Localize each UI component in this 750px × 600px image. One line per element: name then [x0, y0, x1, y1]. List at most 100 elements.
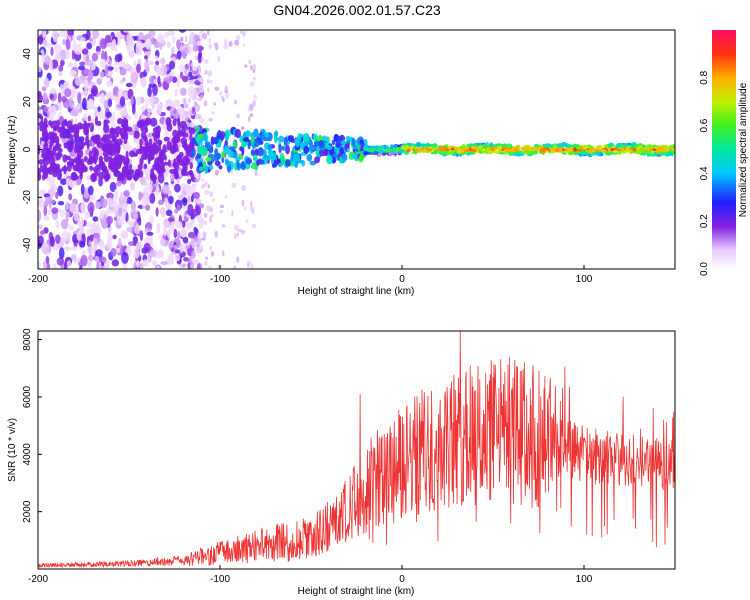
spectrogram-cell: [516, 152, 521, 155]
spectrogram-cell: [523, 146, 530, 151]
spectrogram-cell: [169, 168, 177, 174]
spectrogram-cell: [49, 186, 56, 198]
spectrogram-cell: [176, 75, 180, 88]
spectrogram-cell: [123, 190, 130, 197]
spectrogram-cell: [105, 64, 109, 76]
spectrogram-cell: [134, 224, 141, 235]
spectrogram-cell: [165, 209, 173, 217]
spectrogram-cell: [140, 180, 148, 186]
spectrogram-cell: [196, 198, 202, 204]
spectrogram-cell: [182, 141, 188, 149]
spectrogram-cell: [183, 213, 186, 217]
spectrogram-cell: [209, 191, 213, 198]
spectrogram-cell: [139, 157, 144, 166]
spectrogram-cell: [59, 84, 64, 94]
spectrogram-cell: [60, 59, 65, 67]
spectrogram-cell: [576, 148, 583, 152]
spectrogram-cell: [191, 250, 196, 259]
spectrogram-cell: [99, 210, 105, 220]
spectrogram-cell: [167, 217, 174, 222]
spectrogram-cell: [144, 33, 152, 40]
spectrogram-cell: [154, 157, 160, 168]
spectrogram-cell: [390, 148, 397, 152]
spectrogram-cell: [103, 99, 109, 110]
spectrogram-cell: [274, 130, 279, 138]
spectrogram-cell: [190, 263, 195, 269]
spectrogram-cell: [235, 156, 241, 163]
spectrogram-cell: [204, 190, 210, 195]
spectrogram-cell: [138, 216, 142, 226]
spectrogram-cell: [386, 147, 392, 151]
spectrogram-cell: [114, 141, 119, 147]
spectrogram-cell: [553, 144, 557, 150]
spectrogram-cell: [80, 254, 88, 267]
spectrogram-cell: [125, 82, 133, 88]
spectrogram-cell: [106, 111, 112, 118]
spectrogram-cell: [187, 178, 192, 185]
spectrogram-cell: [153, 41, 161, 49]
spectrogram-cell: [51, 207, 59, 214]
spectrogram-cell: [234, 128, 241, 139]
spectrogram-cell: [81, 48, 89, 55]
spectrogram-cell: [146, 108, 153, 113]
snr-y-ticks: 2000 4000 6000 8000: [22, 328, 42, 523]
spectrogram-cell: [249, 81, 255, 87]
spectrogram-cell: [38, 66, 42, 73]
spectrogram-cell: [148, 60, 154, 65]
spectrogram-cell: [50, 121, 54, 129]
spectrogram-cell: [560, 143, 566, 147]
spectrogram-cell: [47, 131, 54, 140]
spectrogram-cell: [174, 88, 178, 97]
spectrogram-cell: [174, 183, 181, 193]
spectrogram-cell: [106, 215, 113, 225]
spectrogram-cell: [129, 163, 133, 170]
spectrogram-cell: [471, 149, 477, 153]
spectrogram-cell: [103, 123, 110, 134]
spectrogram-cell: [123, 30, 132, 33]
spectrogram-cell: [121, 166, 128, 175]
spectrogram-cell: [173, 100, 181, 108]
spectrogram-cell: [87, 70, 94, 81]
spectrogram-cell: [144, 127, 149, 134]
spectrogram-cell: [146, 221, 153, 230]
spectrogram-cell: [182, 263, 187, 268]
spectrogram-cell: [159, 42, 163, 50]
spectrogram-cell: [136, 63, 141, 74]
spectrogram-cell: [49, 236, 55, 247]
spectrogram-cell: [228, 150, 234, 158]
spectrogram-cell: [113, 216, 117, 221]
spectrogram-cell: [337, 135, 341, 145]
snr-x-tick-label: 0: [399, 574, 405, 585]
spectrogram-cell: [61, 96, 67, 103]
spectrogram-cell: [183, 171, 190, 177]
spectrogram-cell: [49, 139, 54, 147]
spectrogram-cell: [87, 158, 95, 162]
spectrogram-cell: [157, 249, 164, 259]
spectrogram-cell: [208, 79, 213, 84]
spectrogram-cell: [563, 150, 568, 154]
spectrogram-cell: [139, 262, 144, 269]
spectrogram-cell: [240, 230, 246, 235]
spectrogram-cell: [145, 38, 152, 50]
spectrogram-cell: [126, 33, 133, 46]
colorbar-label: Normalized spectral amplitude: [738, 82, 749, 217]
spectrogram-cell: [302, 135, 310, 144]
spectrogram-cell: [173, 108, 177, 115]
spectrogram-cell: [462, 144, 466, 149]
spectrogram-cell: [214, 230, 219, 238]
spectrogram-cell: [178, 64, 186, 72]
spectrogram-cell: [193, 191, 201, 199]
spectrogram-cell: [144, 119, 150, 126]
spectrogram-cell: [67, 134, 74, 140]
spectrogram-cell: [221, 224, 226, 228]
spectrogram-cell: [179, 71, 184, 79]
spectrogram-cell: [614, 147, 618, 151]
spectrogram-cell: [165, 99, 173, 105]
spectrogram-cell: [213, 102, 217, 106]
spectrogram-cell: [404, 145, 410, 148]
spectrogram-cell: [86, 42, 93, 50]
spectrogram-cell: [77, 216, 85, 228]
spectrogram-cell: [40, 49, 45, 59]
spectrogram-cell: [39, 195, 42, 204]
spectrogram-cell: [118, 60, 126, 68]
